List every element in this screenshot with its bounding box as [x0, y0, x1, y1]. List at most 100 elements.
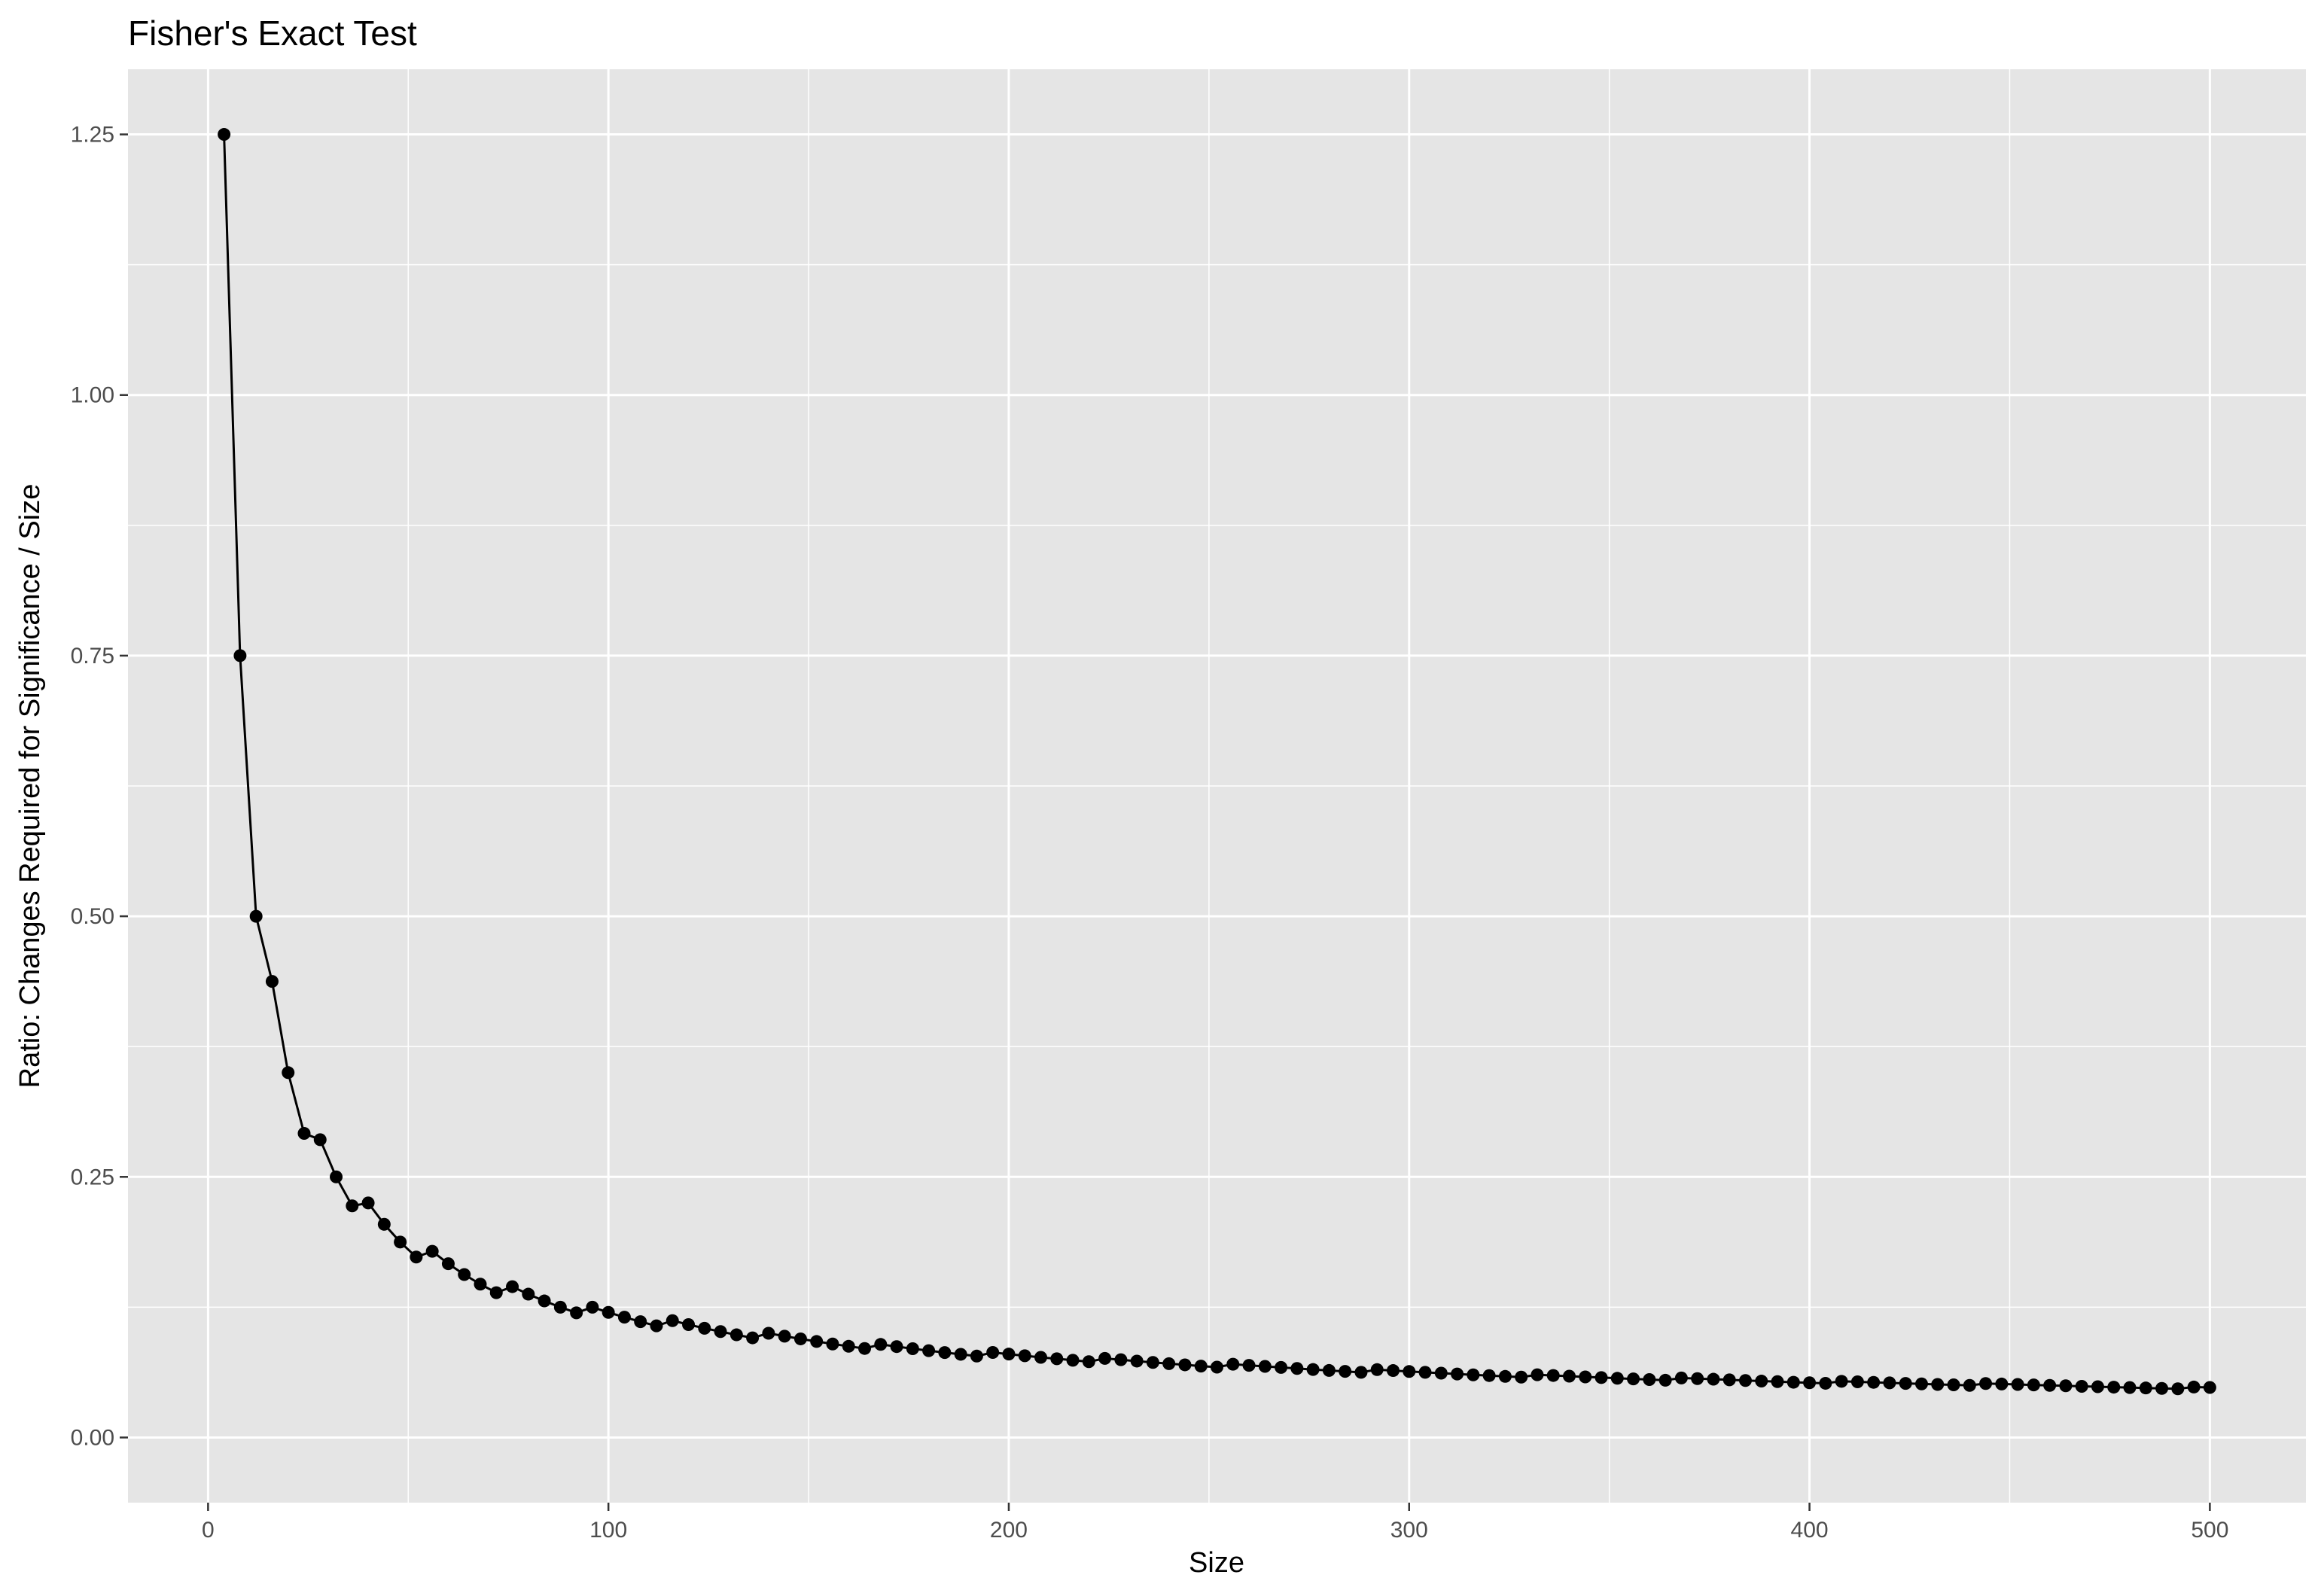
data-point	[218, 128, 231, 142]
data-point	[1819, 1376, 1832, 1390]
data-point	[1178, 1358, 1192, 1372]
chart-title: Fisher's Exact Test	[128, 14, 417, 53]
data-point	[1082, 1355, 1095, 1369]
data-point	[1275, 1360, 1288, 1374]
x-tick-label: 100	[589, 1518, 627, 1543]
data-point	[1050, 1352, 1064, 1366]
data-point	[1242, 1359, 1256, 1372]
x-tick-label: 200	[990, 1518, 1028, 1543]
data-point	[282, 1066, 295, 1080]
data-point	[522, 1287, 535, 1301]
x-tick-label: 0	[202, 1518, 215, 1543]
data-point	[297, 1127, 311, 1141]
data-point	[1867, 1375, 1881, 1389]
data-point	[441, 1257, 455, 1271]
data-point	[2011, 1378, 2024, 1391]
data-point	[2027, 1378, 2040, 1392]
data-point	[1707, 1372, 1720, 1386]
data-point	[1883, 1376, 1896, 1390]
data-point	[682, 1317, 696, 1331]
data-point	[1034, 1351, 1048, 1364]
x-tick-label: 300	[1390, 1518, 1428, 1543]
data-point	[617, 1311, 631, 1324]
data-point	[1258, 1360, 1272, 1373]
data-point	[1515, 1370, 1528, 1384]
data-point	[330, 1170, 343, 1183]
data-point	[842, 1339, 855, 1353]
data-point	[1738, 1374, 1752, 1387]
data-point	[2075, 1379, 2088, 1393]
data-point	[1114, 1353, 1128, 1366]
x-tick-label: 400	[1791, 1518, 1829, 1543]
data-point	[2139, 1381, 2152, 1395]
y-axis: 0.00 0.25 0.50 0.75 1.00 1.25	[71, 123, 128, 1450]
data-point	[602, 1305, 615, 1319]
data-point	[1835, 1375, 1848, 1388]
data-point	[586, 1300, 599, 1314]
data-point	[2187, 1380, 2201, 1393]
data-point	[1691, 1372, 1704, 1385]
data-point	[2203, 1381, 2216, 1394]
data-point	[1674, 1371, 1688, 1384]
data-point	[1498, 1369, 1512, 1383]
data-point	[1771, 1375, 1784, 1388]
data-point	[1306, 1363, 1320, 1376]
data-point	[2091, 1380, 2104, 1393]
data-point	[1610, 1372, 1624, 1385]
data-point	[1403, 1365, 1416, 1378]
data-point	[1002, 1348, 1016, 1361]
data-point	[698, 1321, 711, 1335]
y-tick-label: 0.50	[71, 904, 114, 929]
data-point	[762, 1326, 775, 1340]
data-point	[1066, 1354, 1080, 1367]
y-tick-label: 1.25	[71, 123, 114, 148]
data-point	[538, 1294, 551, 1308]
data-point	[1418, 1366, 1432, 1379]
data-point	[1995, 1377, 2009, 1390]
data-point	[1803, 1376, 1817, 1390]
data-point	[1931, 1378, 1945, 1391]
data-point	[730, 1328, 743, 1342]
data-point	[970, 1349, 983, 1363]
data-point	[489, 1286, 503, 1299]
data-point	[2043, 1378, 2057, 1392]
data-point	[1386, 1364, 1400, 1378]
data-point	[714, 1325, 727, 1339]
data-point	[1947, 1378, 1960, 1392]
data-point	[1595, 1371, 1608, 1384]
data-point	[1098, 1351, 1112, 1365]
data-point	[1482, 1369, 1496, 1382]
data-point	[666, 1314, 679, 1327]
data-point	[1546, 1369, 1560, 1382]
data-point	[650, 1319, 663, 1333]
data-point	[1162, 1357, 1176, 1370]
data-point	[2155, 1381, 2169, 1395]
grid-major	[128, 69, 2306, 1503]
data-point	[1194, 1360, 1208, 1373]
data-point	[553, 1300, 567, 1314]
data-point	[1627, 1372, 1640, 1386]
data-point	[1370, 1363, 1384, 1376]
series-points	[218, 128, 2216, 1396]
data-point	[506, 1280, 519, 1293]
data-point	[1850, 1375, 1864, 1389]
data-point	[1211, 1360, 1223, 1374]
data-point	[1755, 1375, 1768, 1388]
data-point	[1354, 1366, 1368, 1379]
data-point	[1914, 1377, 1928, 1390]
data-point	[1339, 1365, 1352, 1378]
data-point	[394, 1235, 407, 1249]
data-point	[1434, 1366, 1448, 1380]
data-point	[249, 909, 263, 923]
data-point	[570, 1306, 583, 1320]
data-point	[361, 1196, 375, 1210]
data-point	[1290, 1362, 1304, 1375]
data-point	[986, 1345, 1000, 1359]
data-point	[2123, 1381, 2137, 1394]
data-point	[1579, 1370, 1592, 1384]
y-tick-label: 1.00	[71, 383, 114, 408]
data-point	[810, 1335, 824, 1348]
data-point	[922, 1344, 936, 1357]
y-tick-label: 0.00	[71, 1425, 114, 1450]
